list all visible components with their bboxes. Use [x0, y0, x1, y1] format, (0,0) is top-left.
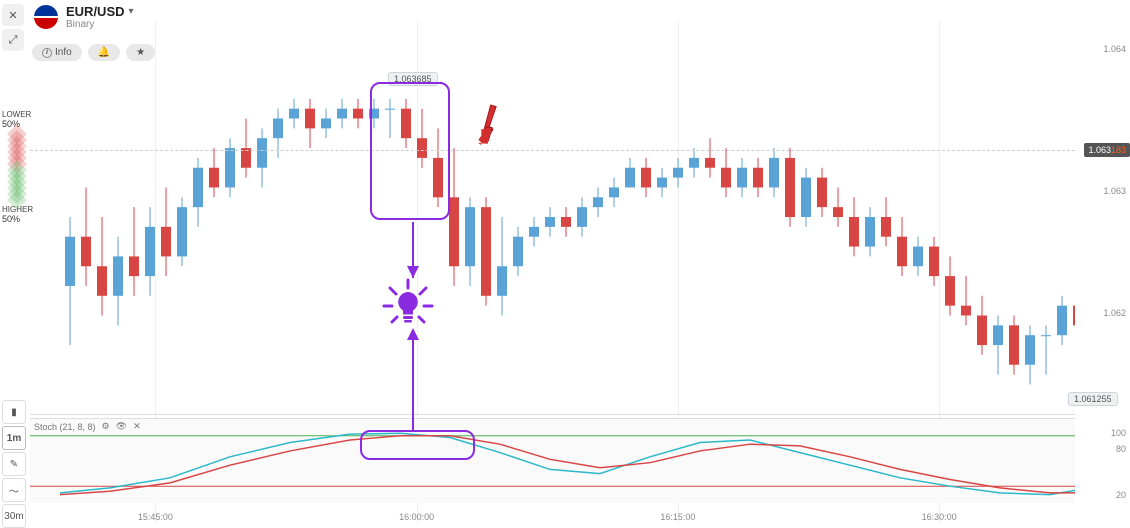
- current-price-marker: 1.063183: [1084, 143, 1130, 157]
- current-price-line: [30, 150, 1075, 151]
- chart-type-button[interactable]: ▮: [2, 400, 26, 424]
- gauge-lower-label: LOWER: [2, 110, 32, 119]
- bell-icon: 🔔: [98, 47, 110, 58]
- expand-button[interactable]: ⤢: [2, 29, 24, 51]
- sentiment-gauge: LOWER 50% HIGHER 50%: [2, 110, 32, 224]
- pair-flag-icon: [34, 5, 58, 29]
- stoch-label: Stoch (21, 8, 8): [34, 422, 96, 432]
- gauge-higher-pct: 50%: [2, 214, 32, 224]
- lightbulb-icon: [380, 278, 436, 344]
- stoch-close-icon[interactable]: ✕: [133, 421, 141, 432]
- info-icon: i: [42, 48, 52, 58]
- stoch-axis: 1008020: [1077, 418, 1130, 503]
- caret-down-icon: ▾: [129, 6, 134, 17]
- info-pill[interactable]: i Info: [32, 44, 82, 61]
- timeframe-30m-button[interactable]: 30m: [2, 504, 26, 528]
- pair-type: Binary: [66, 19, 134, 30]
- stoch-visibility-icon[interactable]: 👁: [116, 421, 127, 432]
- favorite-pill[interactable]: ★: [126, 44, 155, 61]
- stoch-settings-icon[interactable]: ⚙: [102, 421, 110, 432]
- time-axis: 15:45:0016:00:0016:15:0016:30:00: [30, 509, 1075, 524]
- high-price-tooltip: 1.063685: [388, 72, 438, 86]
- pair-name: EUR/USD: [66, 4, 125, 19]
- indicator-button[interactable]: 〜: [2, 478, 26, 502]
- timeframe-1m-button[interactable]: 1m: [2, 426, 26, 450]
- info-label: Info: [55, 47, 72, 58]
- stochastic-panel[interactable]: Stoch (21, 8, 8) ⚙ 👁 ✕: [30, 418, 1075, 503]
- draw-button[interactable]: ✎: [2, 452, 26, 476]
- pair-selector[interactable]: EUR/USD ▾ Binary: [66, 4, 134, 30]
- alert-pill[interactable]: 🔔: [88, 44, 120, 61]
- candlestick-chart[interactable]: [30, 20, 1075, 415]
- star-icon: ★: [136, 47, 145, 58]
- price-axis: 1.0641.0631.062: [1077, 20, 1130, 415]
